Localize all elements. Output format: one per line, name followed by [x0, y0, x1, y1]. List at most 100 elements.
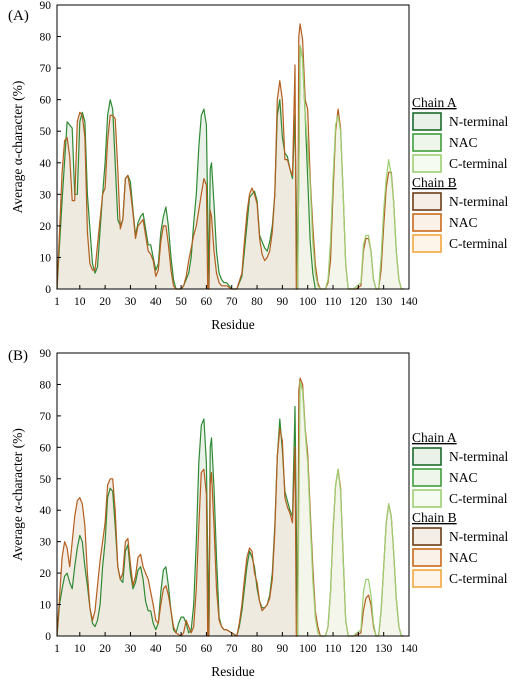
x-tick-label: 120 — [350, 296, 368, 308]
plot-frame — [56, 352, 410, 637]
y-tick-label: 0 — [45, 284, 51, 296]
legend: Chain A N-terminal NAC C-terminal Chain B N-t… — [412, 430, 508, 588]
x-tick-label: 30 — [125, 296, 137, 308]
x-tick-label: 10 — [74, 296, 86, 308]
x-tick-label: 130 — [375, 296, 393, 308]
x-tick-label: 80 — [251, 643, 263, 655]
y-tick-label: 50 — [40, 474, 52, 486]
series-area — [57, 406, 298, 636]
legend-group-title: Chain A — [412, 430, 457, 445]
legend-swatch — [412, 133, 442, 152]
legend-entry-label: C-terminal — [449, 156, 508, 171]
series-line — [297, 45, 402, 290]
legend-entry-label: NAC — [449, 470, 478, 485]
legend-swatch — [412, 468, 442, 487]
legend-swatch — [412, 489, 442, 508]
x-tick-label: 60 — [201, 643, 213, 655]
y-tick-label: 40 — [40, 158, 52, 170]
x-tick-label: 130 — [375, 643, 393, 655]
legend-swatch — [412, 112, 442, 131]
x-tick-label: 70 — [226, 643, 238, 655]
legend-swatch — [412, 569, 442, 588]
y-tick-label: 20 — [40, 568, 52, 580]
x-tick-label: 1 — [54, 643, 60, 655]
x-tick-label: 140 — [400, 643, 418, 655]
panel-label: (B) — [8, 348, 28, 364]
series-area — [57, 23, 404, 290]
x-axis-label: Residue — [211, 664, 255, 679]
x-tick-label: 1 — [54, 296, 60, 308]
x-tick-label: 20 — [99, 643, 111, 655]
y-tick-label: 60 — [40, 95, 52, 107]
y-tick-label: 30 — [40, 537, 52, 549]
legend-group-title: Chain B — [412, 510, 457, 525]
legend-group-title: Chain B — [412, 175, 457, 190]
legend-swatch — [412, 447, 442, 466]
y-axis-label: Average α-character (%) — [10, 81, 25, 214]
x-tick-label: 50 — [175, 643, 187, 655]
series-area — [297, 381, 402, 636]
y-tick-label: 20 — [40, 221, 52, 233]
legend-swatch — [412, 192, 442, 211]
y-tick-label: 60 — [40, 442, 52, 454]
y-tick-label: 40 — [40, 505, 52, 517]
series-line — [56, 45, 318, 290]
legend-entry-label: C-terminal — [449, 491, 508, 506]
x-tick-label: 10 — [74, 643, 86, 655]
series-line — [56, 405, 299, 637]
x-tick-label: 30 — [125, 643, 137, 655]
legend-swatch — [412, 548, 442, 567]
legend-entry-label: NAC — [449, 550, 478, 565]
y-tick-label: 90 — [40, 348, 52, 360]
y-tick-label: 10 — [40, 600, 52, 612]
y-axis-label: Average α-character (%) — [10, 428, 25, 561]
legend-entry-label: N-terminal — [449, 114, 508, 129]
x-tick-label: 110 — [325, 643, 342, 655]
y-tick-label: 70 — [40, 411, 52, 423]
y-tick-label: 90 — [40, 0, 52, 12]
x-axis-label: Residue — [211, 317, 255, 332]
y-tick-label: 50 — [40, 126, 52, 138]
x-tick-label: 90 — [277, 643, 289, 655]
y-tick-label: 0 — [45, 631, 51, 643]
y-tick-label: 80 — [40, 32, 52, 44]
x-tick-label: 70 — [226, 296, 238, 308]
legend-entry-label: NAC — [449, 215, 478, 230]
legend-swatch — [412, 154, 442, 173]
x-tick-label: 90 — [277, 296, 289, 308]
x-tick-label: 50 — [175, 296, 187, 308]
y-tick-label: 30 — [40, 189, 52, 201]
legend-group-title: Chain A — [412, 95, 457, 110]
x-tick-label: 110 — [325, 296, 342, 308]
y-tick-label: 70 — [40, 63, 52, 75]
legend: Chain A N-terminal NAC C-terminal Chain B N-t… — [412, 95, 508, 253]
legend-entry-label: C-terminal — [449, 571, 508, 586]
legend-entry-label: C-terminal — [449, 236, 508, 251]
legend-swatch — [412, 234, 442, 253]
series-area — [57, 378, 404, 636]
legend-swatch — [412, 213, 442, 232]
x-tick-label: 100 — [299, 643, 317, 655]
legend-entry-label: N-terminal — [449, 529, 508, 544]
x-tick-label: 40 — [150, 643, 162, 655]
y-tick-label: 10 — [40, 252, 52, 264]
legend-entry-label: N-terminal — [449, 449, 508, 464]
x-tick-label: 120 — [350, 643, 368, 655]
y-tick-label: 80 — [40, 379, 52, 391]
legend-entry-label: NAC — [449, 135, 478, 150]
x-tick-label: 100 — [299, 296, 317, 308]
plot-frame — [56, 4, 410, 290]
series-line — [297, 380, 402, 637]
x-tick-label: 20 — [99, 296, 111, 308]
x-tick-label: 60 — [201, 296, 213, 308]
x-tick-label: 140 — [400, 296, 418, 308]
series-area — [297, 46, 402, 289]
x-tick-label: 40 — [150, 296, 162, 308]
legend-swatch — [412, 527, 442, 546]
panel-label: (A) — [8, 8, 29, 24]
x-tick-label: 80 — [251, 296, 263, 308]
legend-entry-label: N-terminal — [449, 194, 508, 209]
